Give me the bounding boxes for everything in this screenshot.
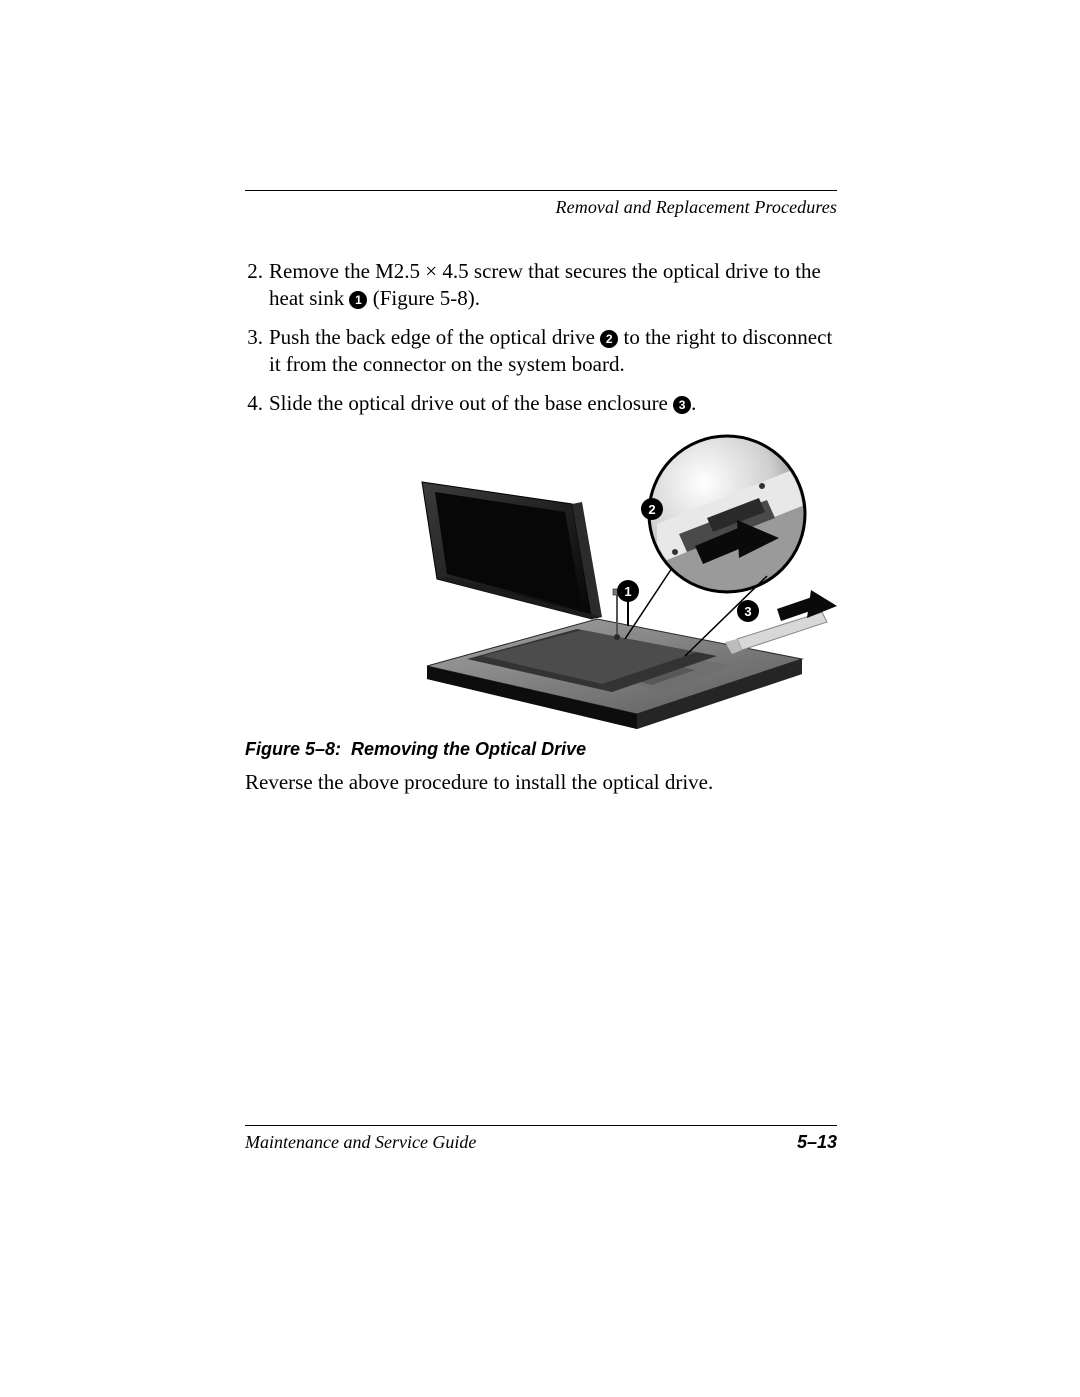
step-item: 2. Remove the M2.5 × 4.5 screw that secu… [245,258,837,312]
running-head: Removal and Replacement Procedures [245,197,837,218]
figure-caption: Figure 5–8: Removing the Optical Drive [245,739,837,760]
footer-rule [245,1125,837,1126]
step-text: Remove the M2.5 × 4.5 screw that secures… [269,258,837,312]
figure-5-8: 1 2 3 [407,434,837,729]
step-item: 4. Slide the optical drive out of the ba… [245,390,837,417]
figure-caption-title: Removing the Optical Drive [351,739,586,759]
step-text-pre: Slide the optical drive out of the base … [269,391,673,415]
step-number: 2. [245,258,269,312]
step-text-post: . [691,391,696,415]
page-content: Removal and Replacement Procedures 2. Re… [245,190,837,795]
inline-marker-1: 1 [349,291,367,309]
step-item: 3. Push the back edge of the optical dri… [245,324,837,378]
inline-marker-3: 3 [673,396,691,414]
step-text-pre: Push the back edge of the optical drive [269,325,600,349]
leader-line [627,602,629,626]
step-number: 4. [245,390,269,417]
step-text: Push the back edge of the optical drive … [269,324,837,378]
figure-caption-prefix: Figure 5–8: [245,739,341,759]
footer-doc-title: Maintenance and Service Guide [245,1132,476,1153]
inline-marker-2: 2 [600,330,618,348]
header-rule [245,190,837,191]
step-number: 3. [245,324,269,378]
post-figure-text: Reverse the above procedure to install t… [245,770,837,795]
step-list: 2. Remove the M2.5 × 4.5 screw that secu… [245,258,837,416]
page-footer: Maintenance and Service Guide 5–13 [245,1125,837,1153]
footer-page-number: 5–13 [797,1132,837,1153]
step-text-post: (Figure 5-8). [367,286,480,310]
step-text: Slide the optical drive out of the base … [269,390,837,417]
